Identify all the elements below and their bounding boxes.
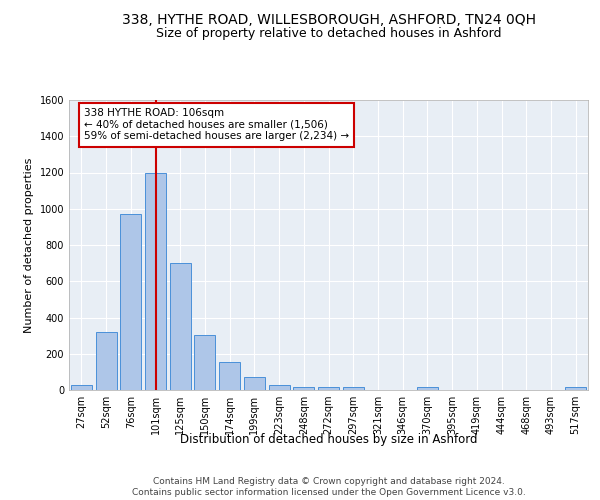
- Text: 338 HYTHE ROAD: 106sqm
← 40% of detached houses are smaller (1,506)
59% of semi-: 338 HYTHE ROAD: 106sqm ← 40% of detached…: [84, 108, 349, 142]
- Text: Contains HM Land Registry data © Crown copyright and database right 2024.
Contai: Contains HM Land Registry data © Crown c…: [132, 478, 526, 497]
- Y-axis label: Number of detached properties: Number of detached properties: [24, 158, 34, 332]
- Bar: [417, 388, 438, 390]
- Bar: [565, 388, 586, 390]
- Bar: [293, 386, 314, 390]
- Bar: [269, 384, 290, 390]
- Text: 338, HYTHE ROAD, WILLESBOROUGH, ASHFORD, TN24 0QH: 338, HYTHE ROAD, WILLESBOROUGH, ASHFORD,…: [122, 12, 536, 26]
- Bar: [244, 378, 265, 390]
- Text: Size of property relative to detached houses in Ashford: Size of property relative to detached ho…: [156, 28, 502, 40]
- Bar: [145, 172, 166, 390]
- Bar: [343, 388, 364, 390]
- Bar: [120, 214, 141, 390]
- Bar: [71, 384, 92, 390]
- Text: Distribution of detached houses by size in Ashford: Distribution of detached houses by size …: [180, 432, 478, 446]
- Bar: [318, 388, 339, 390]
- Bar: [95, 332, 116, 390]
- Bar: [194, 334, 215, 390]
- Bar: [170, 263, 191, 390]
- Bar: [219, 362, 240, 390]
